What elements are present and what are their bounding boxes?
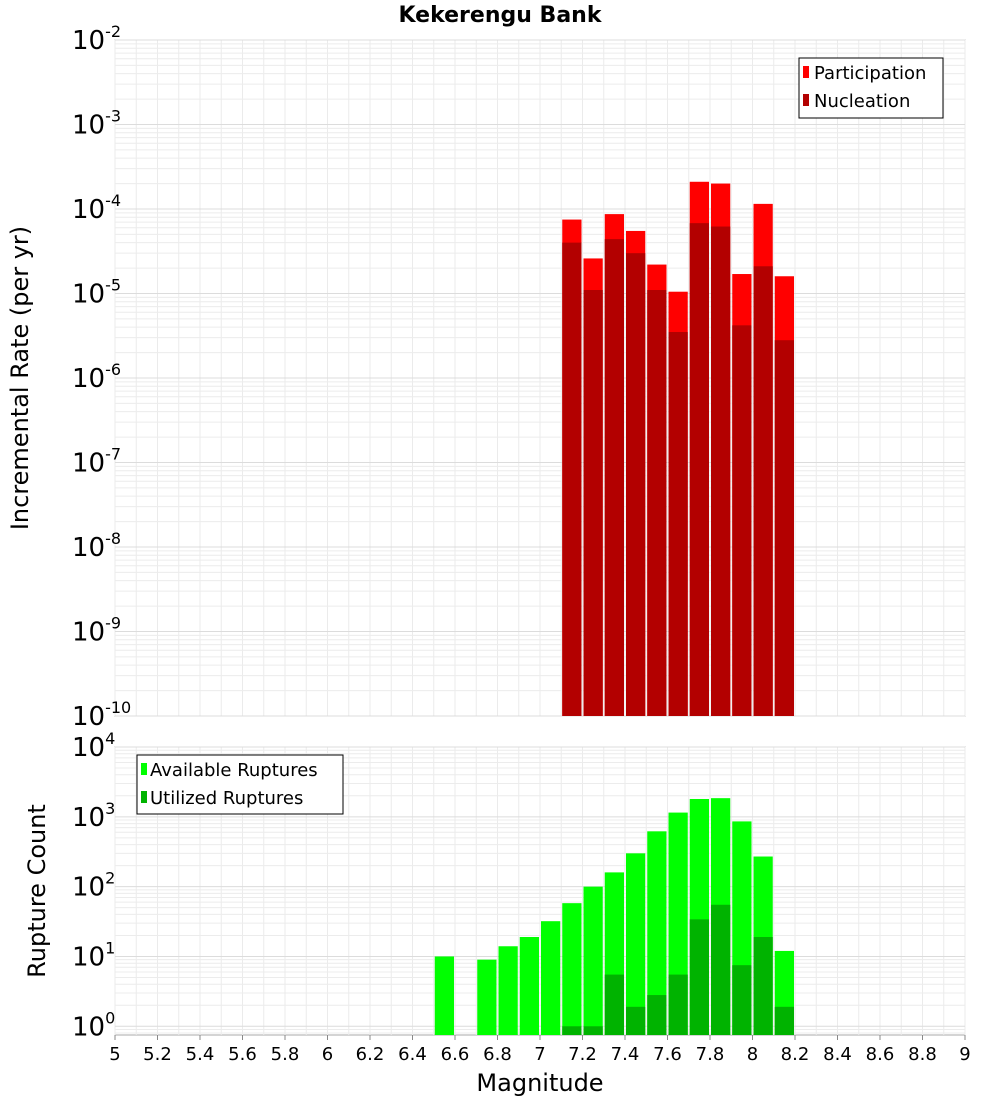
utilized-bar (774, 1006, 794, 1035)
available-bar (498, 946, 518, 1035)
count-y-ticks: 104 103 102 101 100 (72, 729, 115, 1042)
utilized-bar (668, 974, 688, 1035)
rate-y-ticks: 10-2 10-3 10-4 10-5 10-6 10-7 10-8 10-9 10-10 (72, 22, 131, 732)
count-legend-box (136, 754, 344, 815)
x-tick-label: 8.8 (908, 1044, 937, 1065)
y-tick-label: 10-6 (72, 360, 121, 394)
x-tick-label: 6.2 (356, 1044, 385, 1065)
utilized-bar (732, 965, 752, 1035)
x-tick-label: 5.2 (143, 1044, 172, 1065)
utilized-bar (583, 1026, 603, 1035)
nucleation-bar (689, 223, 709, 716)
rate-legend: Participation Nucleation (798, 57, 944, 119)
y-tick-label: 10-10 (72, 698, 131, 732)
rate-bars (562, 181, 794, 717)
x-tick-label: 7.6 (653, 1044, 682, 1065)
available-bar (647, 831, 667, 1035)
available-legend-label: Available Ruptures (150, 760, 318, 781)
y-tick-label: 10-3 (72, 107, 121, 141)
nucleation-bar (774, 340, 794, 716)
y-tick-label: 10-9 (72, 614, 121, 648)
x-tick-label: 7.4 (611, 1044, 640, 1065)
x-tick-label: 7.8 (696, 1044, 725, 1065)
available-bar (434, 956, 454, 1035)
utilized-bar (604, 974, 624, 1035)
nucleation-bar (668, 332, 688, 716)
available-bar (519, 936, 539, 1035)
y-tick-label: 10-5 (72, 276, 121, 310)
available-bar (626, 853, 646, 1035)
y-tick-label: 101 (72, 938, 115, 972)
participation-legend-label: Participation (814, 63, 926, 84)
utilized-bar (562, 1026, 582, 1035)
count-legend: Available Ruptures Utilized Ruptures (136, 754, 344, 815)
x-tick-label: 8.4 (823, 1044, 852, 1065)
x-tick-label: 8.2 (781, 1044, 810, 1065)
x-tick-label: 5.6 (228, 1044, 257, 1065)
count-bars (434, 798, 794, 1035)
utilized-bar (711, 904, 731, 1035)
x-tick-label: 8 (747, 1044, 758, 1065)
nucleation-bar (583, 290, 603, 716)
y-tick-label: 102 (72, 869, 115, 903)
y-tick-label: 103 (72, 799, 115, 833)
x-axis-ticks: 5 5.2 5.4 5.6 5.8 6 6.2 6.4 6.6 6.8 7 7.2 7.4 7.6 7.8 8… (109, 1035, 971, 1065)
x-tick-label: 5 (109, 1044, 120, 1065)
rate-legend-box (798, 57, 944, 119)
x-tick-label: 6.8 (483, 1044, 512, 1065)
x-tick-label: 8.6 (866, 1044, 895, 1065)
x-tick-label: 6 (322, 1044, 333, 1065)
nucleation-bar (562, 242, 582, 717)
nucleation-bar (711, 226, 731, 716)
available-bar (541, 921, 561, 1035)
nucleation-bar (626, 253, 646, 716)
y-tick-label: 10-4 (72, 191, 121, 225)
nucleation-bar (753, 266, 773, 716)
utilized-bar (647, 995, 667, 1035)
nucleation-legend-label: Nucleation (814, 91, 910, 112)
nucleation-legend-swatch (803, 94, 809, 106)
chart-title: Kekerengu Bank (399, 3, 603, 28)
nucleation-bar (647, 290, 667, 716)
count-y-axis-label: Rupture Count (23, 804, 51, 978)
x-tick-label: 7.2 (568, 1044, 597, 1065)
x-tick-label: 5.8 (271, 1044, 300, 1065)
nucleation-bar (604, 239, 624, 717)
utilized-bar (626, 1006, 646, 1035)
y-tick-label: 104 (72, 729, 115, 763)
rate-y-axis-label: Incremental Rate (per yr) (6, 226, 34, 530)
available-legend-swatch (141, 763, 147, 775)
x-tick-label: 9 (959, 1044, 970, 1065)
participation-legend-swatch (803, 66, 809, 78)
available-bar (562, 903, 582, 1035)
x-axis-label: Magnitude (476, 1069, 603, 1097)
x-tick-label: 6.4 (398, 1044, 427, 1065)
utilized-legend-label: Utilized Ruptures (150, 788, 303, 809)
nucleation-bar (732, 325, 752, 716)
rate-gridlines (114, 39, 966, 717)
x-tick-label: 5.4 (186, 1044, 215, 1065)
available-bar (583, 886, 603, 1035)
x-tick-label: 6.6 (441, 1044, 470, 1065)
y-tick-label: 10-8 (72, 529, 121, 563)
utilized-legend-swatch (141, 791, 147, 803)
utilized-bar (753, 936, 773, 1035)
y-tick-label: 10-2 (72, 22, 121, 56)
rate-panel: 10-2 10-3 10-4 10-5 10-6 10-7 10-8 10-9 10-10 In… (6, 22, 966, 732)
count-panel: 104 103 102 101 100 Rupture Count Available … (23, 729, 966, 1042)
x-tick-label: 7 (534, 1044, 545, 1065)
y-tick-label: 10-7 (72, 445, 121, 479)
y-tick-label: 100 (72, 1008, 115, 1042)
utilized-bar (689, 919, 709, 1035)
available-bar (477, 959, 497, 1035)
